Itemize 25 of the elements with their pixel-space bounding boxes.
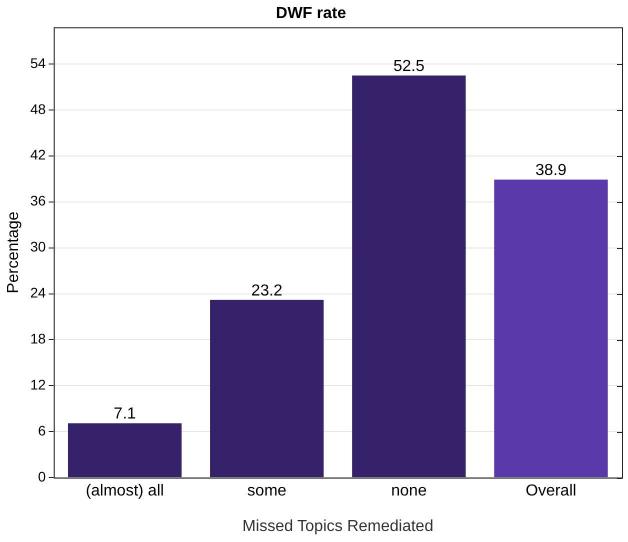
bar — [68, 423, 182, 478]
bar — [210, 300, 324, 478]
y-tick-label: 48 — [30, 100, 46, 117]
bar — [352, 75, 466, 478]
y-axis-title: Percentage — [5, 211, 22, 294]
data-label: 23.2 — [251, 282, 283, 300]
x-axis-title: Missed Topics Remediated — [242, 518, 434, 535]
x-tick-label: none — [391, 482, 427, 500]
y-tick-label: 54 — [30, 54, 46, 71]
y-tick-label: 24 — [30, 284, 46, 301]
chart-title: DWF rate — [276, 5, 346, 22]
y-tick-label: 42 — [30, 146, 46, 163]
y-tick-label: 36 — [30, 192, 46, 209]
x-tick-label: Overall — [526, 482, 576, 500]
y-tick-label: 6 — [38, 422, 46, 438]
x-tick-label: some — [247, 482, 287, 500]
x-tick-label: (almost) all — [86, 482, 164, 500]
y-tick-label: 0 — [38, 468, 46, 484]
data-label: 38.9 — [535, 162, 567, 180]
data-label: 7.1 — [114, 406, 136, 423]
y-tick-label: 18 — [30, 330, 46, 347]
y-tick-label: 30 — [30, 238, 46, 255]
data-label: 52.5 — [393, 58, 425, 75]
bar — [494, 180, 608, 478]
y-tick-label: 12 — [30, 376, 46, 393]
